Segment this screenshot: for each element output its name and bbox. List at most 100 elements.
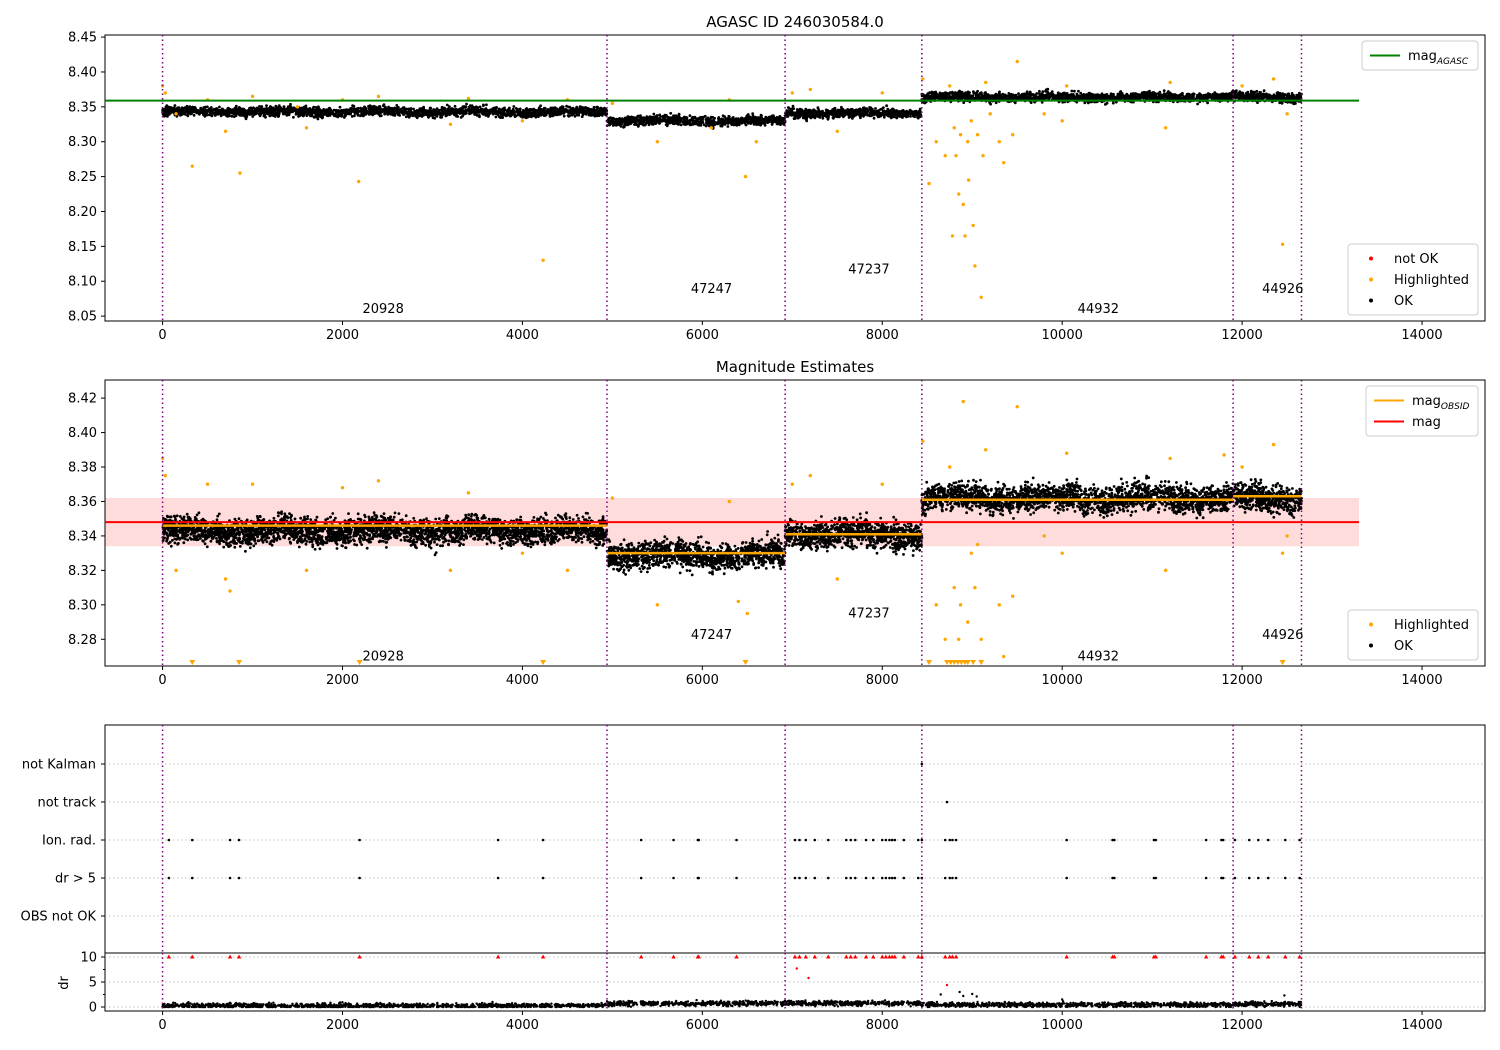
top-ok-point [808,109,812,112]
top-ok-point [813,109,817,113]
top-ok-point [594,112,598,116]
top-ok-point [906,115,910,118]
top-ok-point [412,107,415,111]
top-ok-point [244,109,247,113]
top-ok-point [528,115,531,118]
top-ok-point [723,119,726,123]
top-ok-point [878,115,881,118]
top-ok-point [191,109,195,112]
top-ok-point [835,115,839,118]
top-ok-point [224,113,228,117]
top-ok-point [482,103,485,107]
top-ok-point [481,107,484,111]
top-ok-point [316,117,320,121]
top-ok-point [599,110,603,113]
top-ok-point [635,119,638,123]
top-ok-point [841,107,845,111]
top-ok-point [494,115,498,119]
top-ok-point [568,105,572,109]
top-ok-point [717,116,721,119]
top-ok-point [565,109,569,112]
top-ok-point [213,111,217,115]
top-ok-point [610,117,614,121]
top-ok-point [542,112,546,116]
top-ok-point [475,113,478,116]
top-ok-point [809,112,813,116]
top-ok-point [745,115,749,118]
top-ok-point [805,117,808,121]
top-ok-point [393,113,396,117]
top-ok-point [174,107,178,111]
top-ok-point [445,110,449,114]
top-ok-point [824,114,828,118]
top-ok-point [590,110,594,114]
top-ok-point [260,111,263,115]
top-ok-point [654,122,658,125]
top-ok-point [802,114,806,117]
top-ok-point [761,121,765,125]
top-ok-point [666,120,670,124]
top-ok-point [664,118,667,122]
top-ok-point [487,110,491,114]
top-ok-point [1070,89,1074,93]
top-ok-point [840,112,843,115]
top-ok-point [874,107,877,110]
top-ok-point [312,108,315,112]
top-ok-point [575,108,579,111]
top-ok-point [375,107,378,111]
top-ok-point [727,115,731,119]
top-ok-point [766,119,769,123]
top-ok-point [792,117,796,120]
top-ok-point [767,115,771,119]
top-ok-point [852,111,856,115]
top-ok-point [493,108,497,111]
top-ok-point [485,108,489,112]
top-ok-point [533,110,537,114]
top-ok-point [1086,101,1090,105]
top-ok-point [525,107,529,110]
top-ok-point [352,110,356,114]
top-ok-point [699,117,703,121]
top-ok-point [560,105,564,108]
top-ok-point [863,113,867,117]
top-ok-point [297,108,300,112]
top-ok-point [625,121,629,124]
top-ok-point [607,120,611,123]
top-ok-point [558,110,561,114]
top-ok-point [215,107,219,110]
top-ok-point [860,110,864,114]
top-ok-point [255,111,259,115]
top-ok-point [824,111,828,114]
top-ok-point [325,112,328,115]
top-ok-point [503,106,506,110]
top-ok-point [248,106,251,110]
top-ok-point [368,109,372,112]
top-ok-point [287,106,291,110]
top-ok-point [252,110,256,114]
top-ok-point [569,109,572,112]
top-ok-point [282,110,285,113]
top-ok-point [691,122,695,125]
top-ok-point [717,119,721,123]
top-ok-point [380,108,384,112]
top-ok-point [807,113,811,117]
top-ok-point [872,116,876,120]
top-ok-point [458,112,462,115]
top-ok-point [342,111,346,114]
top-ok-point [370,105,374,109]
top-ok-point [188,105,192,109]
top-ok-point [225,111,229,115]
top-ok-point [186,114,190,118]
top-ok-point [400,110,404,114]
top-ok-point [795,114,798,118]
top-ok-point [443,110,446,113]
top-ok-point [292,115,295,119]
top-ok-point [398,114,402,117]
top-ok-point [1002,94,1006,97]
top-ok-point [206,105,209,109]
top-ok-point [722,122,725,126]
top-ok-point [647,123,651,127]
top-ok-point [872,113,875,117]
top-ok-point [472,106,476,110]
top-ok-point [478,105,482,109]
